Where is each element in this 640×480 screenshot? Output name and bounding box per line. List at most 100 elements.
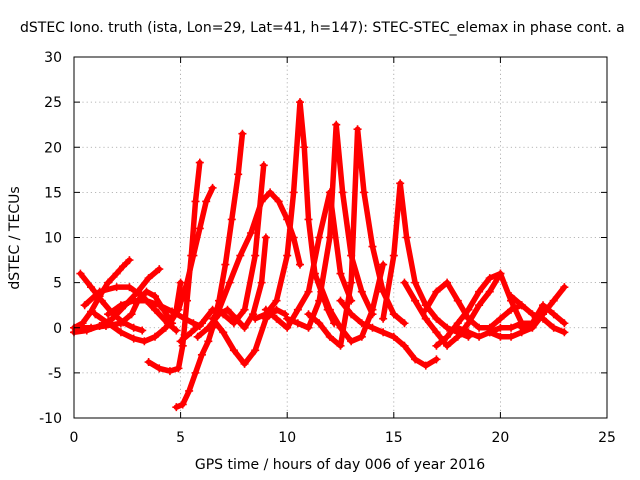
data-point bbox=[432, 341, 441, 350]
data-point bbox=[140, 337, 149, 346]
data-point bbox=[261, 305, 270, 314]
data-point bbox=[336, 269, 345, 278]
data-point bbox=[240, 323, 249, 332]
data-point bbox=[357, 287, 366, 296]
data-point bbox=[475, 332, 484, 341]
data-point bbox=[182, 278, 191, 287]
data-point bbox=[236, 251, 245, 260]
data-point bbox=[283, 323, 292, 332]
data-point bbox=[251, 314, 260, 323]
data-point bbox=[161, 323, 170, 332]
data-point bbox=[272, 305, 281, 314]
data-point bbox=[155, 265, 164, 274]
data-point bbox=[197, 319, 206, 328]
data-point bbox=[315, 233, 324, 242]
data-point bbox=[400, 278, 409, 287]
data-point bbox=[172, 326, 181, 335]
data-point bbox=[485, 274, 494, 283]
data-point bbox=[507, 292, 516, 301]
y-tick-label: 15 bbox=[44, 185, 62, 201]
data-point bbox=[259, 161, 268, 170]
data-point bbox=[443, 323, 452, 332]
data-point bbox=[325, 305, 334, 314]
x-tick-label: 0 bbox=[70, 430, 79, 446]
data-point bbox=[185, 386, 194, 395]
data-point bbox=[272, 296, 281, 305]
data-point bbox=[119, 262, 128, 271]
data-point bbox=[517, 323, 526, 332]
data-point bbox=[144, 358, 153, 367]
data-point bbox=[336, 323, 345, 332]
x-axis-title: GPS time / hours of day 006 of year 2016 bbox=[195, 457, 485, 473]
data-point bbox=[116, 319, 125, 328]
data-point bbox=[240, 305, 249, 314]
data-point bbox=[315, 296, 324, 305]
chart-title: dSTEC Iono. truth (ista, Lon=29, Lat=41,… bbox=[20, 20, 625, 36]
data-point bbox=[485, 287, 494, 296]
data-point bbox=[443, 278, 452, 287]
data-point bbox=[151, 332, 160, 341]
series-line bbox=[337, 297, 440, 369]
x-tick-label: 10 bbox=[278, 430, 296, 446]
data-point bbox=[80, 301, 89, 310]
data-point bbox=[357, 319, 366, 328]
data-point bbox=[517, 301, 526, 310]
data-point bbox=[338, 188, 347, 197]
data-point bbox=[257, 278, 266, 287]
data-point bbox=[127, 310, 136, 319]
data-series bbox=[193, 233, 270, 341]
data-point bbox=[257, 197, 266, 206]
data-point bbox=[560, 328, 569, 337]
data-series bbox=[400, 269, 505, 350]
data-point bbox=[112, 269, 121, 278]
data-series bbox=[208, 305, 290, 368]
data-point bbox=[289, 188, 298, 197]
data-point bbox=[214, 305, 223, 314]
data-point bbox=[227, 215, 236, 224]
data-point bbox=[325, 233, 334, 242]
data-point bbox=[359, 188, 368, 197]
data-series bbox=[315, 260, 388, 346]
series-line bbox=[284, 121, 376, 331]
data-point bbox=[104, 310, 113, 319]
data-point bbox=[421, 314, 430, 323]
data-point bbox=[204, 323, 213, 332]
data-point bbox=[91, 310, 100, 319]
data-series bbox=[517, 301, 569, 332]
data-point bbox=[368, 305, 377, 314]
data-point bbox=[178, 400, 187, 409]
data-point bbox=[475, 287, 484, 296]
data-point bbox=[432, 287, 441, 296]
series-line bbox=[173, 130, 246, 410]
data-point bbox=[221, 260, 230, 269]
data-point bbox=[225, 278, 234, 287]
data-point bbox=[336, 296, 345, 305]
data-point bbox=[202, 197, 211, 206]
data-point bbox=[443, 332, 452, 341]
data-point bbox=[191, 368, 200, 377]
data-point bbox=[219, 328, 228, 337]
data-point bbox=[379, 328, 388, 337]
data-point bbox=[116, 328, 125, 337]
data-series bbox=[336, 296, 441, 370]
data-point bbox=[176, 337, 185, 346]
data-point bbox=[151, 292, 160, 301]
data-series bbox=[485, 283, 569, 341]
data-point bbox=[432, 328, 441, 337]
data-series bbox=[453, 319, 537, 341]
data-point bbox=[496, 269, 505, 278]
y-tick-label: 0 bbox=[53, 321, 62, 337]
y-axis-title: dSTEC / TECUs bbox=[7, 186, 23, 289]
data-point bbox=[195, 224, 204, 233]
data-point bbox=[283, 314, 292, 323]
data-point bbox=[560, 283, 569, 292]
data-point bbox=[104, 319, 113, 328]
data-point bbox=[464, 328, 473, 337]
y-tick-label: 30 bbox=[44, 50, 62, 66]
data-point bbox=[251, 251, 260, 260]
data-point bbox=[315, 278, 324, 287]
data-point bbox=[432, 314, 441, 323]
data-point bbox=[464, 305, 473, 314]
data-point bbox=[528, 319, 537, 328]
data-point bbox=[174, 305, 183, 314]
